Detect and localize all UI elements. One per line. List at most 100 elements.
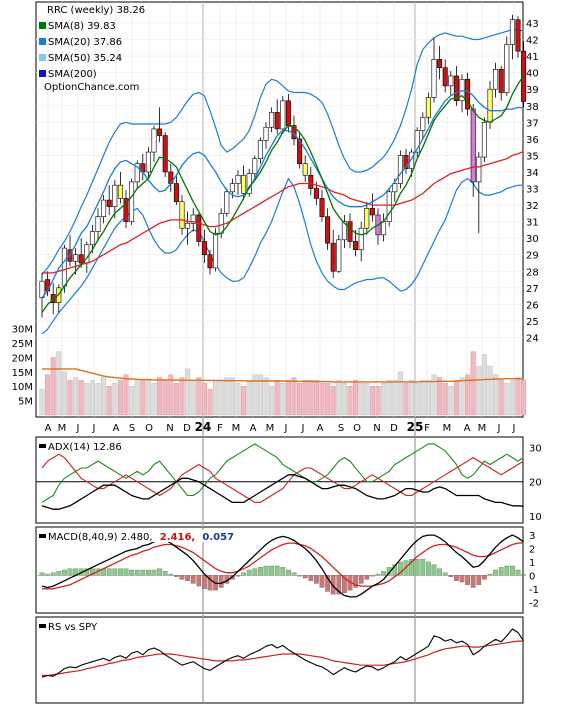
candle-body [386,191,392,222]
volume-bar [39,388,45,416]
bollinger-bands [41,29,524,335]
volume-bar [358,383,364,416]
candle-body [207,254,213,269]
macd-histogram-bar [123,568,129,576]
volume-bar [297,383,303,416]
macd-histogram-bar [218,575,224,588]
adx-tick-label: 10 [529,512,542,523]
macd-histogram-bar [207,575,213,591]
legend-title: RRC (weekly) 38.26 [47,5,145,16]
candle-body [420,117,426,131]
price-tick-label: 24 [526,333,539,344]
plus-di-line [41,443,524,503]
candle-body [89,231,95,246]
macd-histogram-bar [381,571,386,576]
macd-histogram-bar [168,573,174,576]
macd-histogram-bar [112,568,118,576]
volume-bar [224,377,230,416]
adx-tick-label: 30 [529,443,542,454]
volume-bar [190,380,196,416]
month-label: J [301,423,305,434]
legend-sma20: SMA(20) 37.86 [48,37,122,48]
candle-body [263,126,269,141]
candle-body [403,155,409,169]
price-tick-label: 34 [526,168,539,179]
candle-body [201,241,207,256]
macd-histogram-bar [174,575,179,577]
macd-label-swatch [39,534,46,538]
volume-bar [285,380,291,416]
macd-tick-label: 1 [529,558,535,569]
volume-bar [201,383,207,416]
candle-body [285,100,291,126]
macd-histogram-bar [493,569,498,576]
volume-bar [521,380,527,416]
macd-histogram-bar [482,575,487,580]
candle-body [274,112,280,130]
month-label: 24 [195,420,212,434]
month-label: N [373,423,380,434]
indicator-lines [36,443,526,678]
candle-body [381,221,387,236]
macd-histogram-bar [45,573,50,576]
price-tick-label: 33 [526,185,539,196]
macd-histogram-bar [409,559,414,576]
macd-histogram-bar [521,574,526,576]
candle-body [487,88,493,123]
price-tick-label: 39 [526,85,539,96]
price-tick-label: 32 [526,201,539,212]
volume-bar [330,386,336,416]
macd-label: MACD(8,40,9) 2.480, 2.416, 0.057 [48,532,234,543]
macd-histogram-bar [386,567,392,576]
macd-histogram-bar [196,575,202,587]
adx-line [41,474,524,510]
candle-body [476,156,482,183]
volume-bar [89,380,95,416]
candle-body [235,174,241,184]
volume-bar [218,380,224,416]
macd-line [41,534,524,598]
candlesticks [39,14,527,318]
macd-signal-value: 2.416, [160,532,195,543]
legend: RRC (weekly) 38.26 SMA(8) 39.83 SMA(20) … [39,5,145,93]
month-label: A [250,423,257,434]
volume-bar [95,383,101,416]
macd-histogram-bar [510,565,515,576]
volume-bar [179,377,185,416]
volume-bar [336,380,342,416]
month-label: J [284,423,288,434]
macd-histogram-bar [50,572,56,576]
candle-body [437,59,443,68]
price-tick-label: 29 [526,251,539,262]
month-label: D [183,423,191,434]
legend-swatch-sma50 [39,54,46,61]
candle-body [39,280,45,299]
legend-swatch-sma20 [39,38,46,45]
macd-histogram-bar [134,569,140,576]
macd-value: MACD(8,40,9) 2.480, [48,532,153,543]
volume-bar [112,383,118,416]
macd-histogram-bar [151,569,157,576]
volume-bar [493,374,499,416]
macd-label-bg [38,530,230,542]
volume-bar [504,383,510,416]
volume-bar [397,371,403,416]
price-tick-label: 41 [526,52,539,63]
month-label: J [76,423,80,434]
month-label: M [266,423,275,434]
macd-histogram-bar [515,569,521,576]
macd-tick-label: -1 [529,585,539,596]
month-label: D [390,423,398,434]
volume-bar [56,351,62,416]
macd-panel-frame [35,526,524,614]
month-label: O [353,423,361,434]
month-label: N [166,423,173,434]
macd-histogram-bar [297,575,302,577]
month-label: M [232,423,241,434]
candle-body [336,239,342,272]
candle-body [325,216,331,244]
macd-histogram-bar [241,572,246,576]
candle-body [353,241,359,251]
volume-bar [420,380,426,416]
price-tick-label: 38 [526,102,539,113]
